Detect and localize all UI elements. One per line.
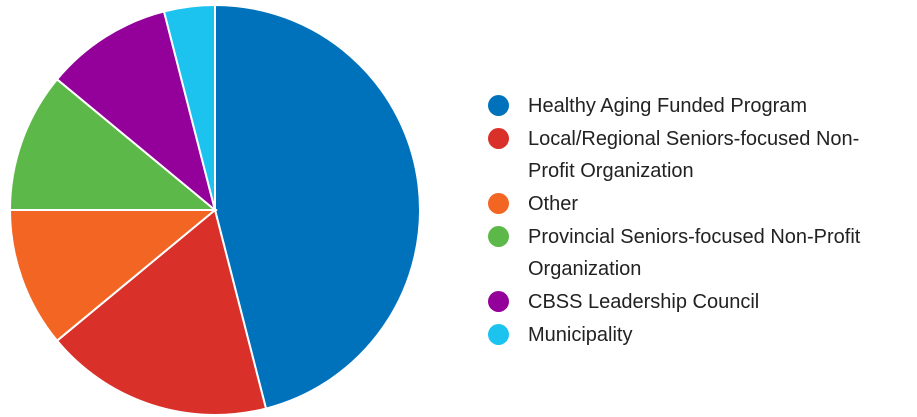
legend-swatch [488,193,509,214]
pie-slice [55,10,217,213]
legend-label: Healthy Aging Funded Program [528,95,808,117]
legend-swatch [488,291,509,312]
pie-slice [8,209,218,343]
legend-label: Other [528,193,579,215]
legend-item: Provincial Seniors-focused Non-Profit Or… [488,221,868,285]
legend-swatch [488,324,509,345]
pie-slice [162,3,216,211]
legend-swatch [488,95,509,116]
pie-slice [55,208,268,416]
legend-item: Municipality [488,319,868,351]
legend-label: CBSS Leadership Council [528,291,760,313]
pie-slice [214,3,421,410]
legend-item: CBSS Leadership Council [488,286,868,318]
legend-item: Local/Regional Seniors-focused Non-Profi… [488,123,868,187]
legend-label: Municipality [528,324,633,346]
pie-chart [8,3,421,416]
pie-slice [8,77,218,211]
legend-item: Other [488,188,868,220]
legend-label: Local/Regional Seniors-focused Non-Profi… [528,128,860,182]
legend-swatch [488,128,509,149]
legend-label: Provincial Seniors-focused Non-Profit Or… [528,226,861,280]
legend-item: Healthy Aging Funded Program [488,90,868,122]
legend-swatch [488,226,509,247]
legend: Healthy Aging Funded Program Local/Region… [488,90,868,352]
